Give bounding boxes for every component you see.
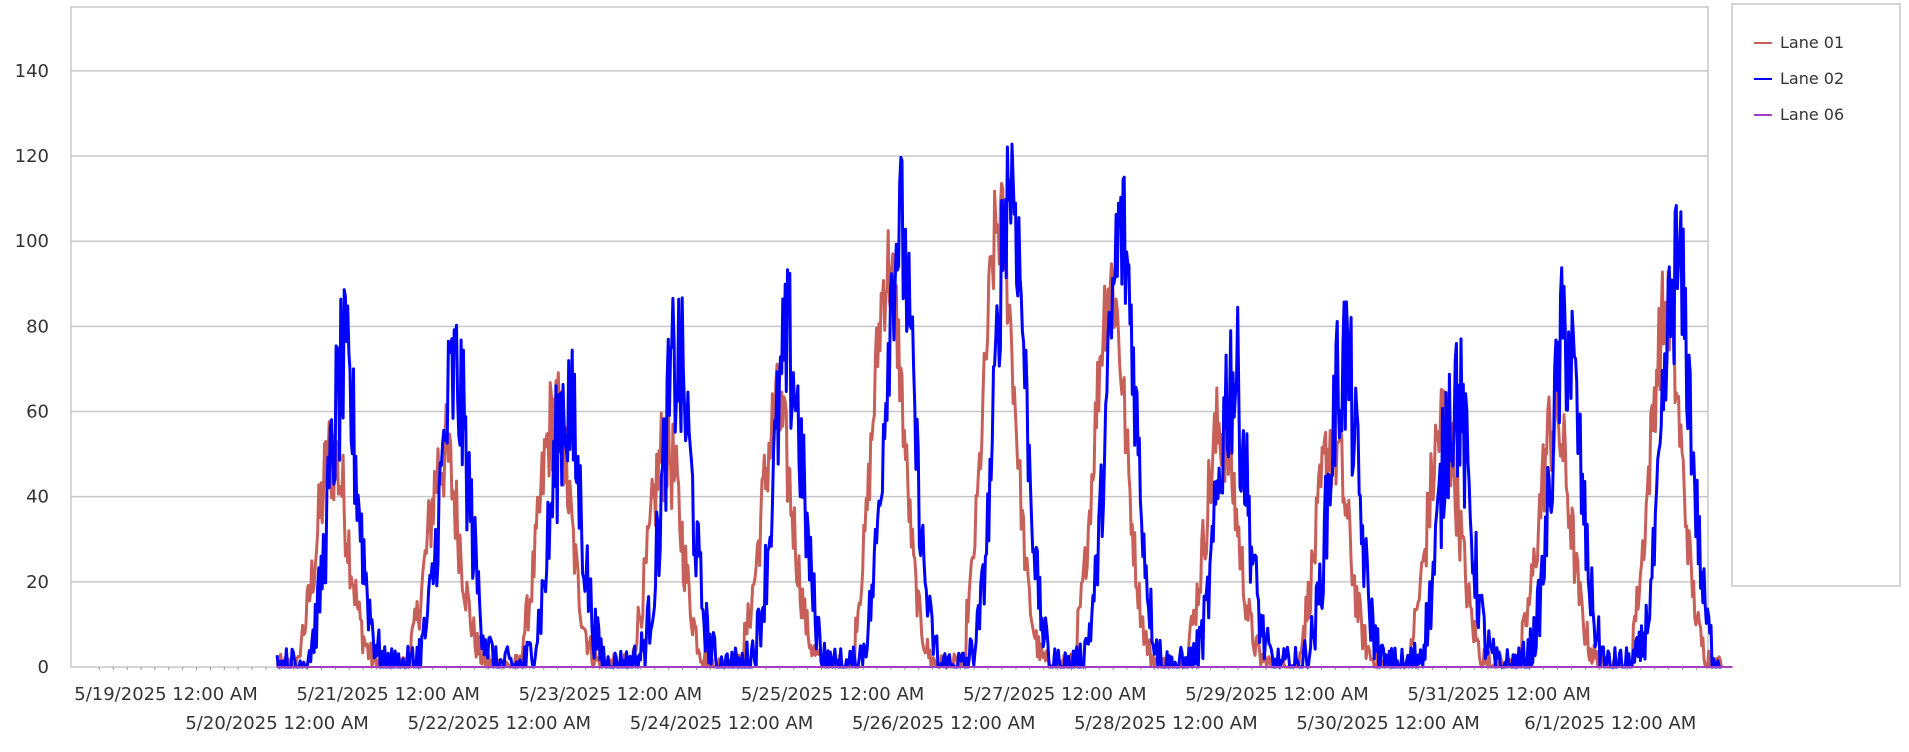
x-tick-label: 5/25/2025 12:00 AM xyxy=(741,684,924,705)
x-tick-label: 5/20/2025 12:00 AM xyxy=(185,713,368,734)
x-tick-label: 5/21/2025 12:00 AM xyxy=(296,684,479,705)
x-tick-label: 5/22/2025 12:00 AM xyxy=(408,713,591,734)
y-tick-label: 60 xyxy=(26,402,49,423)
legend-label: Lane 02 xyxy=(1780,69,1844,88)
x-tick-label: 5/30/2025 12:00 AM xyxy=(1296,713,1479,734)
legend-label: Lane 01 xyxy=(1780,33,1844,52)
x-tick-label: 5/24/2025 12:00 AM xyxy=(630,713,813,734)
x-tick-label: 5/29/2025 12:00 AM xyxy=(1185,684,1368,705)
legend-box xyxy=(1731,3,1901,587)
y-tick-label: 140 xyxy=(15,61,49,82)
x-tick-label: 5/28/2025 12:00 AM xyxy=(1074,713,1257,734)
y-tick-label: 80 xyxy=(26,316,49,337)
x-tick-label: 5/19/2025 12:00 AM xyxy=(74,684,257,705)
y-tick-label: 40 xyxy=(26,487,49,508)
legend-label: Lane 06 xyxy=(1780,105,1844,124)
x-tick-label: 5/27/2025 12:00 AM xyxy=(963,684,1146,705)
y-tick-label: 100 xyxy=(15,231,49,252)
y-tick-label: 0 xyxy=(38,657,49,678)
x-tick-label: 6/1/2025 12:00 AM xyxy=(1524,713,1696,734)
x-tick-label: 5/31/2025 12:00 AM xyxy=(1407,684,1590,705)
x-tick-label: 5/26/2025 12:00 AM xyxy=(852,713,1035,734)
x-tick-label: 5/23/2025 12:00 AM xyxy=(519,684,702,705)
y-tick-label: 20 xyxy=(26,572,49,593)
y-tick-label: 120 xyxy=(15,146,49,167)
